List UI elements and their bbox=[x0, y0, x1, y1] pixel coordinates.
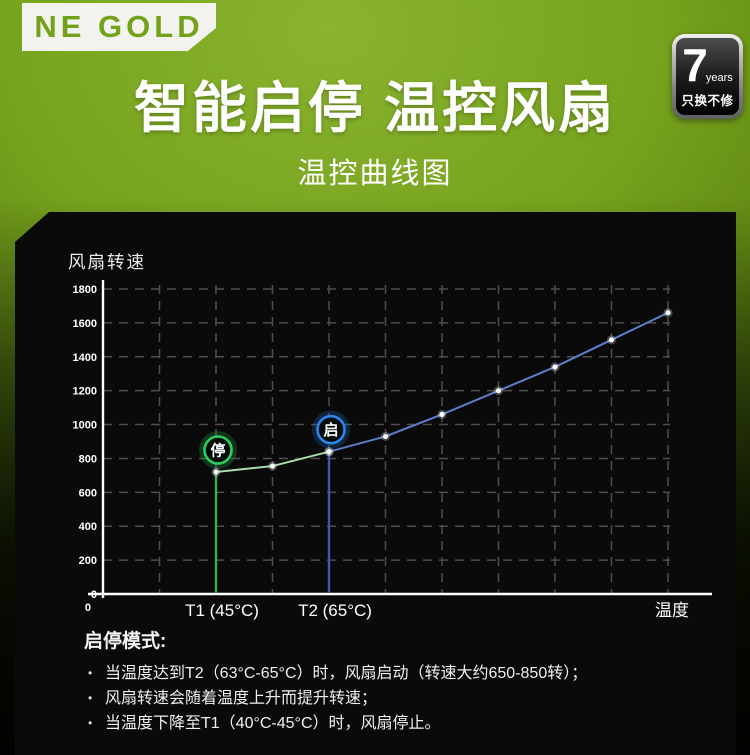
y-tick-label: 800 bbox=[79, 453, 97, 465]
warranty-badge-inner: 7 years 只换不修 bbox=[676, 38, 739, 115]
note-item: 风扇转速会随着温度上升而提升转速； bbox=[84, 686, 714, 711]
data-point bbox=[665, 310, 671, 316]
origin-label: 0 bbox=[85, 602, 91, 614]
y-tick-label: 1000 bbox=[73, 420, 97, 432]
data-point bbox=[213, 469, 219, 475]
note-item: 当温度下降至T1（40°C-45°C）时，风扇停止。 bbox=[84, 711, 714, 736]
chart-panel: 停 启 风扇转速 0 200 400 600 800 1000 1200 1400 1600 1800 0… bbox=[15, 212, 736, 755]
y-tick-label: 1200 bbox=[73, 386, 97, 398]
data-point bbox=[269, 463, 276, 469]
brand-badge: NE GOLD bbox=[22, 3, 216, 51]
y-tick-label: 1600 bbox=[73, 318, 97, 330]
y-axis-title: 风扇转速 bbox=[68, 252, 146, 272]
warranty-unit: years bbox=[705, 71, 733, 84]
data-point bbox=[326, 449, 332, 455]
brand-name: NE GOLD bbox=[34, 9, 204, 44]
y-tick-label: 400 bbox=[79, 521, 97, 533]
page-subtitle: 温控曲线图 bbox=[297, 158, 453, 190]
marker-label: 启 bbox=[323, 421, 338, 439]
data-point bbox=[382, 433, 389, 440]
notes-heading: 启停模式: bbox=[84, 631, 167, 652]
note-text: 当温度下降至T1（40°C-45°C）时，风扇停止。 bbox=[105, 715, 441, 732]
marker-glow bbox=[312, 410, 350, 449]
marker-circle bbox=[316, 414, 346, 445]
data-point bbox=[608, 337, 615, 343]
warranty-badge: 7 years 只换不修 bbox=[672, 34, 743, 119]
marker-glow bbox=[199, 431, 237, 469]
fan-speed-curve-chart: 停 启 风扇转速 0 200 400 600 800 1000 1200 1400 1600 1800 0… bbox=[68, 252, 712, 620]
notes-list: 当温度达到T2（63°C-65°C）时，风扇启动（转速大约650-850转）； … bbox=[84, 661, 714, 736]
data-point bbox=[439, 411, 445, 417]
y-tick-label: 0 bbox=[91, 589, 97, 601]
warranty-slogan: 只换不修 bbox=[681, 94, 734, 109]
marker-circle bbox=[203, 435, 233, 465]
y-tick-label: 200 bbox=[79, 555, 97, 567]
x-axis-title: 温度 bbox=[655, 601, 689, 620]
data-point bbox=[552, 364, 558, 370]
note-item: 当温度达到T2（63°C-65°C）时，风扇启动（转速大约650-850转）； bbox=[84, 661, 714, 686]
warranty-number: 7 bbox=[682, 38, 708, 91]
y-tick-label: 1400 bbox=[73, 352, 97, 364]
y-tick-label: 600 bbox=[79, 487, 97, 499]
note-text: 当温度达到T2（63°C-65°C）时，风扇启动（转速大约650-850转）； bbox=[105, 665, 588, 682]
y-tick-label: 1800 bbox=[73, 284, 97, 296]
page-title: 智能启停 温控风扇 bbox=[133, 77, 617, 139]
warranty-years: 7 years bbox=[682, 38, 733, 91]
x-tick-label: T2 (65°C) bbox=[298, 601, 372, 620]
x-tick-label: T1 (45°C) bbox=[185, 601, 259, 620]
note-text: 风扇转速会随着温度上升而提升转速； bbox=[105, 690, 378, 707]
marker-label: 停 bbox=[210, 442, 225, 460]
data-point bbox=[495, 388, 502, 394]
notes-block: 启停模式: 当温度达到T2（63°C-65°C）时，风扇启动（转速大约650-8… bbox=[84, 626, 714, 736]
